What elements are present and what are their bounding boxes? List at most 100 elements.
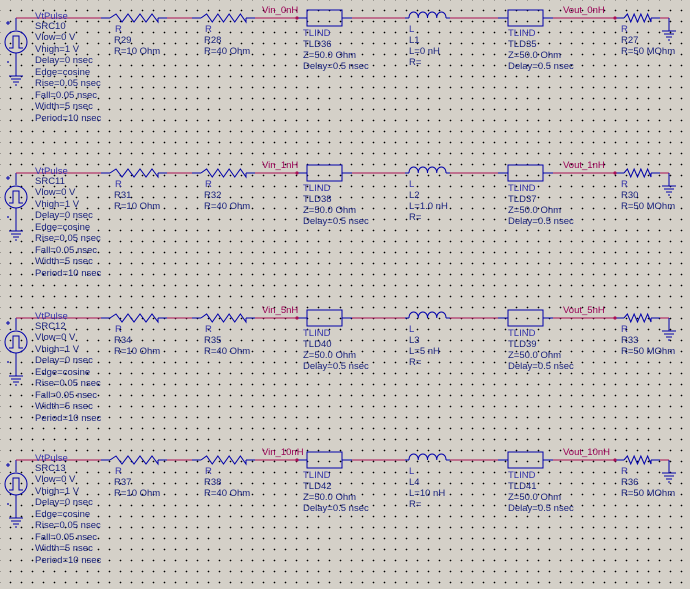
inductor-l[interactable]	[405, 311, 450, 319]
component-value-label: R=50 MOhm	[621, 201, 676, 212]
resistor-rload[interactable]	[615, 167, 660, 179]
tline-tl2[interactable]	[498, 164, 553, 182]
component-value-label: Delay=0.5 nsec	[508, 61, 574, 72]
component-value-label: R=50 MOhm	[621, 488, 676, 499]
net-node[interactable]	[295, 458, 299, 462]
source-param-label: Fall=0.05 nsec	[35, 389, 98, 401]
inductor-l[interactable]	[405, 11, 450, 19]
resistor-r2[interactable]	[192, 455, 255, 466]
component-name-label: TLD36	[303, 39, 332, 50]
component-type-label: L	[409, 24, 415, 35]
circuit-row-3[interactable]	[4, 451, 676, 528]
tline-tl1[interactable]	[297, 9, 352, 27]
component-name-label: TLD37	[508, 194, 537, 205]
net-label-vin: Vin_10nH	[262, 447, 304, 458]
component-value-label: Z=50.0 Ohm	[508, 350, 562, 361]
component-name-label: R27	[621, 35, 639, 46]
component-value-label: Z=50.0 Ohm	[508, 205, 562, 216]
inductor-l[interactable]	[405, 166, 450, 174]
circuit-row-2[interactable]	[4, 309, 676, 386]
source-param-label: Rise=0.05 nsec	[35, 233, 101, 244]
component-value-label: Z=50.0 Ohm	[508, 50, 562, 61]
source-param-label: Vlow=0 V	[35, 474, 76, 485]
resistor-r1[interactable]	[101, 13, 167, 24]
ground-symbol[interactable]	[9, 225, 23, 241]
resistor-r2[interactable]	[192, 313, 255, 324]
component-name-label: R34	[114, 335, 132, 346]
net-node[interactable]	[295, 16, 299, 20]
net-node[interactable]	[613, 171, 617, 175]
resistor-r2[interactable]	[192, 168, 255, 179]
net-node[interactable]	[613, 16, 617, 20]
net-node[interactable]	[295, 171, 299, 175]
tline-tl2[interactable]	[498, 9, 553, 27]
tline-tl1[interactable]	[297, 309, 352, 327]
circuit-row-0[interactable]	[4, 9, 676, 86]
component-value-label: R=50 MOhm	[621, 46, 676, 57]
ground-symbol[interactable]	[662, 180, 676, 196]
component-type-label: R	[115, 466, 122, 477]
component-value-label: R=50 MOhm	[621, 346, 676, 357]
ground-symbol[interactable]	[662, 25, 676, 41]
component-value-label: Z=50.0 Ohm	[508, 492, 562, 503]
vtpulse-source[interactable]	[4, 318, 28, 386]
tline-tl2[interactable]	[498, 309, 553, 327]
net-node[interactable]	[613, 458, 617, 462]
resistor-r1[interactable]	[101, 455, 167, 466]
tline-tl1[interactable]	[297, 451, 352, 469]
component-value-label: Delay=0.5 nsec	[303, 361, 369, 372]
component-type-label: TLIND	[508, 328, 536, 339]
net-label-vin: Vin_0nH	[262, 5, 299, 16]
source-type-label: VtPulse	[35, 453, 68, 464]
ground-symbol[interactable]	[9, 370, 23, 386]
resistor-r2[interactable]	[192, 13, 255, 24]
net-label-vout: Vout_0nH	[563, 5, 605, 16]
component-value-label: Z=50.0 Ohm	[303, 350, 357, 361]
component-type-label: L	[409, 179, 415, 190]
inductor-l[interactable]	[405, 453, 450, 461]
source-param-label: Delay=0 nsec	[35, 497, 93, 508]
component-name-label: TLD40	[303, 339, 332, 350]
tline-tl1[interactable]	[297, 164, 352, 182]
component-value-label: R=	[409, 357, 422, 368]
component-value-label: L=1.0 nH	[409, 201, 448, 212]
component-name-label: R37	[114, 477, 132, 488]
component-name-label: R29	[114, 35, 132, 46]
source-param-label: Period=10 nsec	[35, 267, 102, 279]
component-value-label: Delay=0.5 nsec	[303, 61, 369, 72]
resistor-rload[interactable]	[615, 12, 660, 24]
component-value-label: Delay=0.5 nsec	[508, 503, 574, 514]
source-param-label: Edge=cosine	[35, 366, 91, 378]
net-node[interactable]	[295, 316, 299, 320]
resistor-rload[interactable]	[615, 312, 660, 324]
resistor-rload[interactable]	[615, 454, 660, 466]
resistor-r1[interactable]	[101, 313, 167, 324]
component-type-label: TLIND	[303, 328, 331, 339]
ground-symbol[interactable]	[662, 325, 676, 341]
component-type-label: R	[621, 179, 628, 190]
ground-symbol[interactable]	[662, 467, 676, 483]
source-param-label: Vhigh=1 V	[35, 43, 80, 55]
vtpulse-source[interactable]	[4, 460, 28, 528]
net-label-vout: Vout_1nH	[563, 160, 605, 171]
ground-symbol[interactable]	[9, 512, 23, 528]
net-node[interactable]	[613, 316, 617, 320]
vtpulse-source[interactable]	[4, 18, 28, 86]
component-value-label: Delay=0.5 nsec	[508, 361, 574, 372]
component-type-label: R	[115, 324, 122, 335]
component-name-label: TLD41	[508, 481, 537, 492]
tline-tl2[interactable]	[498, 451, 553, 469]
component-value-label: L=5 nH	[409, 346, 440, 357]
resistor-r1[interactable]	[101, 168, 167, 179]
component-value-label: R=40 Ohm	[204, 346, 251, 357]
ground-symbol[interactable]	[9, 70, 23, 86]
vtpulse-source[interactable]	[4, 173, 28, 241]
component-name-label: R35	[204, 335, 222, 346]
component-type-label: R	[621, 324, 628, 335]
source-param-label: Width=5 nsec	[35, 256, 93, 267]
component-type-label: TLIND	[508, 183, 536, 194]
component-type-label: R	[115, 179, 122, 190]
circuit-row-1[interactable]	[4, 164, 676, 241]
